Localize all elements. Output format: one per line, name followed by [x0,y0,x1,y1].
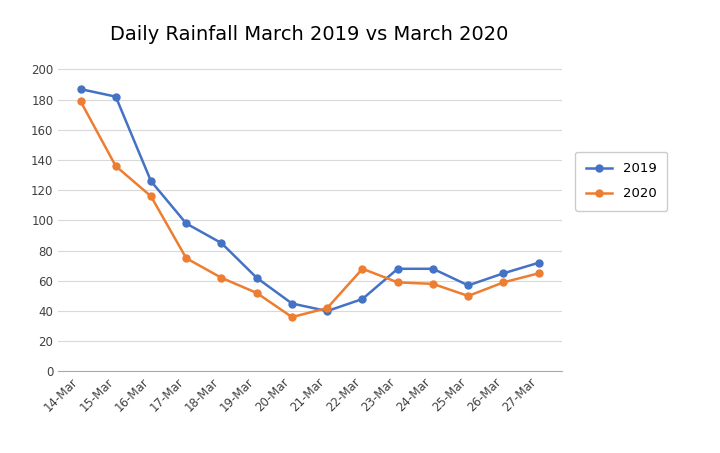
2019 [147,178,156,184]
2019 [253,275,261,280]
2020 [393,280,402,285]
2019 [323,308,331,314]
2020 [253,290,261,296]
2020 [358,266,366,271]
2020 [499,280,508,285]
2019 [428,266,437,271]
Legend: 2019, 2020: 2019, 2020 [575,152,667,211]
2019 [499,270,508,276]
2019 [76,87,85,92]
2019 [534,260,543,265]
2019 [217,241,226,246]
2019 [358,296,366,302]
2020 [288,314,297,320]
2020 [76,98,85,104]
2019 [288,301,297,306]
2020 [323,305,331,311]
2019 [182,221,191,226]
2020 [112,164,120,169]
2020 [182,255,191,261]
2019 [464,283,472,288]
Title: Daily Rainfall March 2019 vs March 2020: Daily Rainfall March 2019 vs March 2020 [110,25,509,44]
2019 [393,266,402,271]
2020 [217,275,226,280]
2020 [428,281,437,287]
2020 [464,293,472,299]
2019 [112,94,120,99]
Line: 2019: 2019 [77,86,542,314]
2020 [147,193,156,199]
2020 [534,270,543,276]
Line: 2020: 2020 [77,98,542,321]
